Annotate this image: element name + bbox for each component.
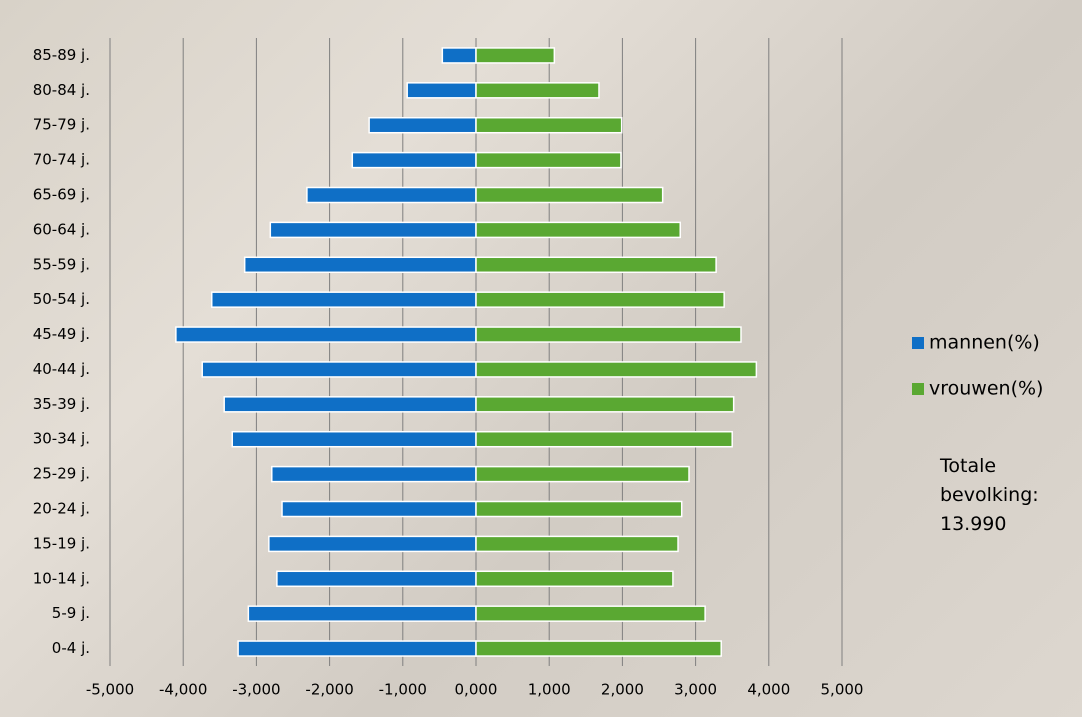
y-tick-label: 25-29 j. (33, 465, 90, 483)
x-tick-label: -3,000 (232, 681, 280, 699)
bar (475, 640, 722, 657)
x-tick-label: 2,000 (601, 681, 644, 699)
legend-label: mannen(%) (929, 332, 1040, 354)
bar (475, 82, 600, 99)
y-tick-label: 15-19 j. (33, 534, 90, 552)
x-tick-label: 1,000 (528, 681, 571, 699)
bar (243, 256, 477, 274)
y-tick-label: 70-74 j. (33, 151, 90, 169)
bar (269, 221, 477, 239)
bar (475, 326, 742, 343)
x-tick-label: -1,000 (379, 681, 427, 699)
bar (475, 361, 758, 378)
y-tick-label: 50-54 j. (33, 290, 90, 308)
y-tick-label: 40-44 j. (33, 360, 90, 378)
bar (475, 116, 623, 134)
y-tick-label: 35-39 j. (33, 395, 90, 413)
legend-label: vrouwen(%) (929, 378, 1043, 400)
y-tick-label: 30-34 j. (33, 430, 90, 448)
y-tick-label: 5-9 j. (52, 604, 90, 622)
bar (281, 500, 477, 518)
x-tick-label: -4,000 (159, 681, 207, 699)
bar (210, 291, 477, 308)
x-tick-label: -2,000 (305, 681, 353, 699)
y-tick-label: 80-84 j. (33, 81, 90, 99)
x-tick-label: 0,000 (455, 681, 498, 699)
x-tick-label: -5,000 (86, 681, 134, 699)
y-tick-label: 75-79 j. (33, 116, 90, 134)
y-tick-label: 10-14 j. (33, 569, 90, 587)
y-tick-label: 60-64 j. (33, 220, 90, 238)
bar (271, 465, 477, 483)
bar (201, 361, 477, 378)
x-tick-label: 5,000 (821, 681, 864, 699)
bar (475, 291, 725, 308)
x-tick-label: 3,000 (674, 681, 717, 699)
bar (223, 396, 477, 413)
y-tick-label: 20-24 j. (33, 500, 90, 518)
bar (441, 47, 477, 64)
y-tick-label: 45-49 j. (33, 325, 90, 343)
bar (268, 535, 477, 553)
y-tick-label: 0-4 j. (52, 639, 90, 657)
bar (475, 186, 664, 204)
bar (475, 430, 733, 448)
bar (475, 605, 706, 622)
bar (475, 570, 674, 588)
bar (306, 186, 477, 204)
bar (475, 47, 556, 64)
bar (475, 500, 683, 518)
bar (406, 82, 477, 99)
bar (475, 535, 679, 553)
y-tick-label: 55-59 j. (33, 255, 90, 273)
legend-swatch (912, 337, 924, 349)
bar (247, 605, 477, 622)
bar (237, 640, 477, 657)
y-tick-label: 85-89 j. (33, 46, 90, 64)
bar (475, 396, 735, 413)
x-tick-label: 4,000 (747, 681, 790, 699)
bar (368, 116, 477, 134)
bar (475, 465, 690, 483)
bar (475, 256, 717, 274)
legend-swatch (912, 383, 924, 395)
bar (351, 151, 477, 169)
annotation: Totale bevolking: 13.990 (940, 455, 1039, 535)
bar (475, 151, 622, 169)
bar (175, 326, 477, 343)
bar (475, 221, 681, 239)
y-tick-label: 65-69 j. (33, 186, 90, 204)
bar (231, 430, 477, 448)
bar (276, 570, 477, 588)
